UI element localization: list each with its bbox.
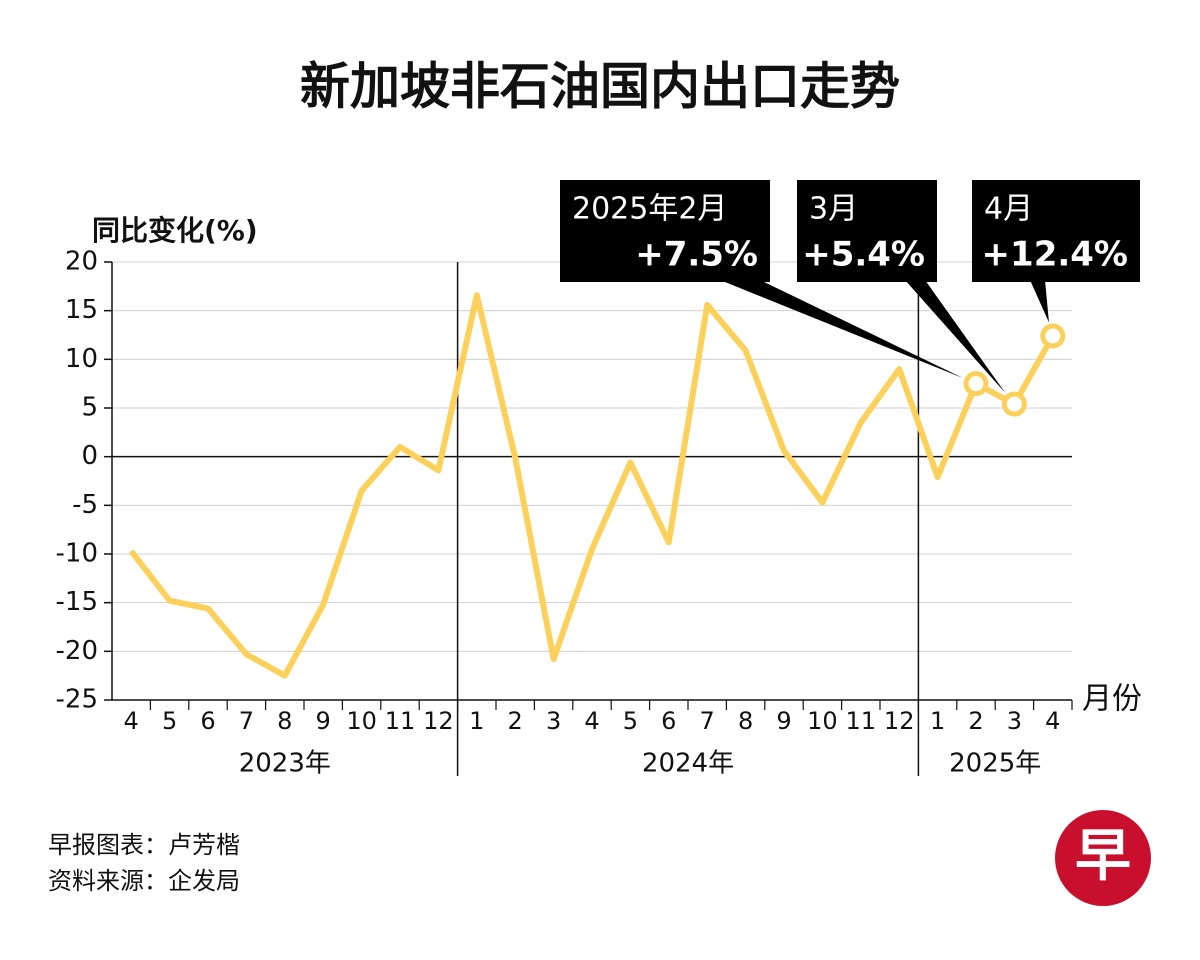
x-tick-label: 3 xyxy=(546,707,561,735)
callout-box xyxy=(972,180,1140,282)
callout-box xyxy=(560,180,770,282)
x-tick-label: 12 xyxy=(423,707,454,735)
callout-pointer xyxy=(905,280,1006,394)
x-tick-label: 7 xyxy=(700,707,715,735)
x-tick-label: 5 xyxy=(623,707,638,735)
y-tick-label: 0 xyxy=(81,441,98,471)
y-axis-label: 同比变化(%) xyxy=(92,214,258,247)
chart-title: 新加坡非石油国内出口走势 xyxy=(300,58,900,116)
y-tick-label: -25 xyxy=(56,685,98,715)
y-tick-label: 10 xyxy=(65,344,98,374)
callout-title: 3月 xyxy=(809,192,858,227)
x-tick-label: 4 xyxy=(584,707,599,735)
highlight-marker xyxy=(963,371,989,397)
x-tick-label: 8 xyxy=(738,707,753,735)
x-tick-label: 3 xyxy=(1007,707,1022,735)
x-axis-label: 月份 xyxy=(1082,682,1142,717)
x-tick-label: 9 xyxy=(776,707,791,735)
x-tick-label: 9 xyxy=(316,707,331,735)
group-label: 2025年 xyxy=(949,749,1041,779)
x-tick-label: 12 xyxy=(884,707,915,735)
y-tick-label: -10 xyxy=(56,539,98,569)
highlight-marker xyxy=(1001,391,1027,417)
callout-box xyxy=(797,180,937,282)
group-label: 2024年 xyxy=(642,749,734,779)
y-tick-label: 5 xyxy=(81,393,98,423)
x-tick-label: 8 xyxy=(277,707,292,735)
value-label: +12.4% xyxy=(982,235,1128,275)
x-tick-label: 10 xyxy=(346,707,377,735)
credit: 早报图表：卢芳楷 xyxy=(48,831,240,859)
x-tick-label: 11 xyxy=(385,707,416,735)
x-tick-label: 4 xyxy=(1045,707,1060,735)
x-tick-label: 6 xyxy=(200,707,215,735)
source: 资料来源：企发局 xyxy=(48,867,240,895)
x-tick-label: 2 xyxy=(508,707,523,735)
callout-title: 2025年2月 xyxy=(572,192,727,227)
y-tick-label: 15 xyxy=(65,295,98,325)
x-tick-label: 10 xyxy=(807,707,838,735)
y-tick-label: -15 xyxy=(56,587,98,617)
x-tick-label: 1 xyxy=(469,707,484,735)
x-tick-label: 5 xyxy=(162,707,177,735)
y-tick-label: 20 xyxy=(65,247,98,277)
x-tick-label: 4 xyxy=(124,707,139,735)
callout-title: 4月 xyxy=(984,192,1033,227)
value-label: +7.5% xyxy=(635,235,758,275)
callout-pointer xyxy=(720,280,964,379)
data-line xyxy=(128,292,1056,679)
x-tick-label: 11 xyxy=(846,707,877,735)
value-label: +5.4% xyxy=(802,235,925,275)
y-tick-label: -5 xyxy=(72,490,98,520)
x-tick-label: 2 xyxy=(968,707,983,735)
x-tick-label: 6 xyxy=(661,707,676,735)
logo-circle xyxy=(1055,810,1151,906)
x-tick-label: 1 xyxy=(930,707,945,735)
callout-pointer xyxy=(1030,280,1049,323)
x-tick-label: 7 xyxy=(239,707,254,735)
highlight-marker xyxy=(1040,323,1066,349)
y-tick-label: -20 xyxy=(56,636,98,666)
group-label: 2023年 xyxy=(239,749,331,779)
logo: 早 xyxy=(1075,824,1131,889)
